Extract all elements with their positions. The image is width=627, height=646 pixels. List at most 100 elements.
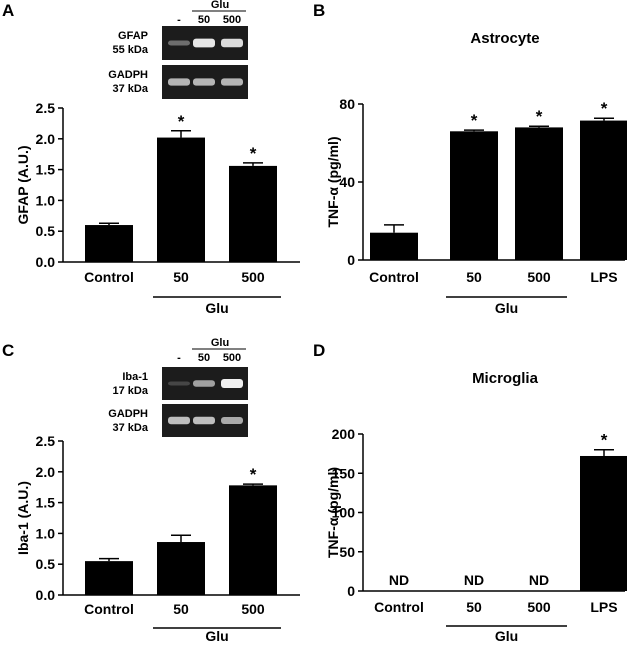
panel-letter-b: B — [313, 1, 325, 20]
bar-control — [85, 561, 133, 595]
bar-control — [85, 225, 133, 262]
not-detected-label: ND — [464, 572, 484, 588]
bar-50 — [157, 542, 205, 595]
category-label-50: 50 — [173, 269, 189, 285]
chart-title-d: Microglia — [472, 370, 539, 387]
blot-row-weight: 17 kDa — [113, 385, 149, 397]
category-label-500: 500 — [527, 599, 551, 615]
group-label: Glu — [205, 628, 228, 641]
category-label-50: 50 — [466, 599, 482, 615]
category-label-control: Control — [369, 269, 419, 285]
not-detected-label: ND — [389, 572, 409, 588]
y-tick-label: 100 — [332, 505, 356, 521]
blot-band — [221, 417, 243, 424]
y-tick-label: 0.5 — [36, 556, 56, 572]
blot-lane-label: - — [177, 14, 181, 26]
bar-50 — [157, 137, 205, 262]
chart-a: 0.0 0.5 1.0 1.5 2.0 2.5 GFAP (A.U.) Control * 50 *… — [15, 100, 300, 316]
y-tick-label: 40 — [339, 174, 355, 190]
bar-lps — [580, 455, 627, 591]
blot-row-weight: 55 kDa — [113, 44, 149, 56]
blot-band — [168, 381, 190, 386]
y-axis-label: Iba-1 (A.U.) — [15, 481, 31, 555]
bar-500 — [229, 485, 277, 595]
western-blot-c: Glu - 50 500 Iba-1 17 kDa GADPH 37 kDa — [108, 337, 248, 437]
y-axis-label: TNF-α (pg/ml) — [325, 467, 341, 558]
blot-band — [193, 78, 215, 86]
y-tick-label: 0.0 — [36, 254, 56, 270]
bar-control — [370, 232, 418, 260]
blot-row-label: GADPH — [108, 408, 148, 420]
blot-band — [193, 416, 215, 425]
y-tick-label: 0 — [347, 252, 355, 268]
blot-group-label: Glu — [211, 0, 229, 11]
significance-marker: * — [250, 465, 257, 484]
y-tick-label: 150 — [332, 465, 356, 481]
blot-band — [193, 380, 215, 387]
blot-lane-label: - — [177, 352, 181, 364]
y-tick-label: 50 — [339, 544, 355, 560]
bar-500 — [229, 165, 277, 262]
category-label-control: Control — [374, 599, 424, 615]
y-tick-label: 2.5 — [36, 433, 56, 449]
panel-letter-d: D — [313, 341, 325, 360]
y-tick-label: 0.0 — [36, 587, 56, 603]
y-tick-label: 1.0 — [36, 192, 56, 208]
category-label-lps: LPS — [590, 599, 617, 615]
y-tick-label: 1.0 — [36, 525, 56, 541]
blot-band — [221, 379, 243, 388]
significance-marker: * — [601, 99, 608, 118]
y-tick-label: 0 — [347, 583, 355, 599]
blot-band — [221, 38, 243, 48]
blot-lane-label: 500 — [223, 14, 241, 26]
category-label-control: Control — [84, 601, 134, 617]
not-detected-label: ND — [529, 572, 549, 588]
panel-letter-a: A — [2, 1, 14, 20]
chart-b: 0 40 80 TNF-α (pg/ml) Control * 50 * 500 * LPS Glu — [325, 96, 627, 316]
panel-letter-c: C — [2, 341, 14, 360]
blot-row-label: Iba-1 — [122, 371, 148, 383]
y-tick-label: 80 — [339, 96, 355, 112]
y-tick-label: 2.5 — [36, 100, 56, 116]
blot-row-label: GFAP — [118, 30, 148, 42]
group-label: Glu — [495, 628, 518, 641]
group-label: Glu — [495, 300, 518, 316]
blot-band — [193, 38, 215, 48]
western-blot-a: Glu - 50 500 GFAP 55 kDa GADPH 37 kDa — [108, 0, 248, 99]
category-label-control: Control — [84, 269, 134, 285]
y-axis-label: GFAP (A.U.) — [15, 145, 31, 224]
blot-band — [168, 416, 190, 425]
bar-lps — [580, 120, 627, 260]
blot-row-weight: 37 kDa — [113, 83, 149, 95]
bar-500 — [515, 127, 563, 261]
chart-title-b: Astrocyte — [470, 30, 539, 47]
blot-row-label: GADPH — [108, 69, 148, 81]
blot-lane-label: 500 — [223, 352, 241, 364]
bar-50 — [450, 131, 498, 260]
significance-marker: * — [536, 107, 543, 126]
y-tick-label: 200 — [332, 426, 356, 442]
blot-row-weight: 37 kDa — [113, 422, 149, 434]
blot-group-label: Glu — [211, 337, 229, 349]
y-tick-label: 2.0 — [36, 464, 56, 480]
blot-lane-label: 50 — [198, 14, 210, 26]
category-label-50: 50 — [466, 269, 482, 285]
significance-marker: * — [471, 111, 478, 130]
blot-band — [168, 78, 190, 86]
y-tick-label: 1.5 — [36, 162, 56, 178]
blot-lane-label: 50 — [198, 352, 210, 364]
chart-d: 0 50 100 150 200 TNF-α (pg/ml) ND Control ND 50 ND… — [325, 426, 627, 644]
category-label-500: 500 — [527, 269, 551, 285]
significance-marker: * — [601, 431, 608, 450]
category-label-lps: LPS — [590, 269, 617, 285]
significance-marker: * — [250, 144, 257, 163]
y-axis-label: TNF-α (pg/ml) — [325, 136, 341, 227]
category-label-50: 50 — [173, 601, 189, 617]
y-tick-label: 1.5 — [36, 495, 56, 511]
significance-marker: * — [178, 112, 185, 131]
y-tick-label: 2.0 — [36, 131, 56, 147]
chart-c: 0.0 0.5 1.0 1.5 2.0 2.5 Iba-1 (A.U.) Control 50 *… — [15, 433, 300, 644]
blot-band — [221, 78, 243, 86]
blot-band — [168, 40, 190, 46]
